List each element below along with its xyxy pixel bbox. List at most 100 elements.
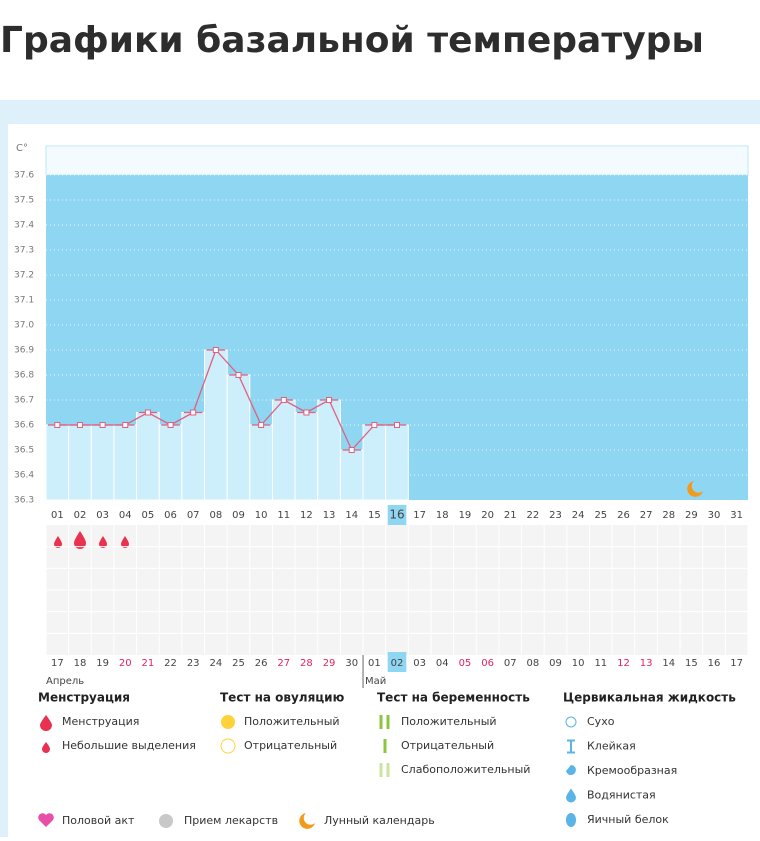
- legend-icon: [42, 742, 50, 753]
- cycle-day: 03: [96, 510, 109, 521]
- date-label: 11: [594, 658, 607, 669]
- date-label: 10: [572, 658, 585, 669]
- cycle-day: 12: [300, 510, 313, 521]
- legend-item: Водянистая: [587, 789, 656, 802]
- legend-item: Положительный: [244, 715, 340, 728]
- period-icons: [54, 531, 129, 549]
- day-bar: [339, 449, 364, 501]
- y-tick-label: 37.6: [14, 171, 34, 181]
- y-tick-label: 36.5: [14, 446, 34, 456]
- legend-icon: [566, 765, 576, 775]
- cycle-day: 29: [685, 510, 698, 521]
- date-label: 16: [708, 658, 721, 669]
- cycle-day: 13: [323, 510, 336, 521]
- legend-icon: [220, 738, 236, 754]
- cycle-day: 23: [549, 510, 562, 521]
- y-tick-label: 37.3: [14, 246, 34, 256]
- day-bar: [249, 424, 273, 501]
- legend-item: Слабоположительный: [401, 763, 530, 776]
- month-label: Май: [365, 676, 386, 687]
- temperature-point: [235, 372, 242, 378]
- date-label: 22: [164, 658, 177, 669]
- date-label: 19: [96, 658, 109, 669]
- day-bar: [136, 412, 160, 501]
- day-bar: [317, 399, 341, 501]
- temperature-point: [258, 422, 265, 428]
- day-bar: [68, 424, 92, 501]
- cycle-day: 17: [413, 510, 426, 521]
- date-label: 23: [187, 658, 200, 669]
- temperature-point: [167, 422, 174, 428]
- legend-item: Половой акт: [62, 814, 135, 827]
- date-label: 15: [685, 658, 698, 669]
- cycle-day: 06: [164, 510, 177, 521]
- temperature-point: [212, 347, 219, 353]
- date-label: 17: [730, 658, 743, 669]
- cycle-day: 01: [51, 510, 64, 521]
- legend-icon: [566, 813, 576, 827]
- date-label: 04: [436, 658, 449, 669]
- legend-item: Яичный белок: [587, 813, 669, 826]
- temperature-point: [371, 422, 378, 428]
- plot-top: [45, 145, 749, 176]
- day-bar: [385, 424, 409, 501]
- y-tick-label: 36.7: [14, 396, 34, 406]
- day-bar: [362, 424, 387, 501]
- legend-item: Отрицательный: [244, 739, 337, 752]
- temperature-point: [190, 409, 197, 416]
- legend-item: Отрицательный: [401, 739, 494, 752]
- legend-title: Тест на овуляцию: [220, 691, 345, 705]
- date-label: 18: [74, 658, 87, 669]
- legend-item: Клейкая: [587, 740, 636, 753]
- cycle-day: 28: [662, 510, 675, 521]
- date-label: 20: [119, 658, 132, 669]
- y-tick-label: 36.8: [14, 371, 34, 381]
- date-label: 14: [662, 658, 675, 669]
- legend-item: Лунный календарь: [324, 814, 435, 827]
- cycle-day: 04: [119, 510, 132, 521]
- date-label: 05: [459, 658, 472, 669]
- cycle-day: 16: [389, 508, 404, 522]
- legend-item: Кремообразная: [587, 764, 677, 777]
- date-label: 09: [549, 658, 562, 669]
- legend-title: Цервикальная жидкость: [563, 691, 736, 705]
- y-tick-label: 36.6: [14, 421, 34, 431]
- date-label: 08: [527, 658, 540, 669]
- cycle-day: 07: [187, 510, 200, 521]
- day-bar: [271, 399, 296, 501]
- month-label: Апрель: [46, 676, 84, 687]
- day-bar: [45, 424, 70, 501]
- legend-icon: [566, 788, 576, 803]
- date-label: 25: [232, 658, 245, 669]
- temperature-point: [326, 397, 333, 403]
- temperature-point: [394, 422, 400, 428]
- legend-item: Менструация: [62, 715, 139, 728]
- day-bar: [158, 424, 183, 501]
- date-label: 02: [391, 658, 404, 669]
- cycle-day: 19: [459, 510, 472, 521]
- date-label: 17: [51, 658, 64, 669]
- cycle-day: 25: [594, 510, 607, 521]
- page-title: Графики базальной температуры: [0, 20, 704, 61]
- day-bar: [90, 424, 115, 501]
- temperature-point: [54, 422, 61, 428]
- day-bar: [113, 424, 138, 501]
- y-tick-label: 36.9: [14, 346, 34, 356]
- cycle-day: 08: [209, 510, 222, 521]
- current-day: [387, 505, 407, 525]
- y-tick-label: 36.4: [14, 471, 34, 481]
- current-date: [387, 652, 407, 672]
- legend-item: Небольшие выделения: [62, 739, 196, 752]
- temperature-point: [303, 409, 310, 416]
- cycle-day: 24: [572, 510, 585, 521]
- legend-title: Менструация: [38, 691, 130, 705]
- cycle-day: 02: [74, 510, 87, 521]
- date-label: 13: [640, 658, 653, 669]
- date-label: 29: [323, 658, 336, 669]
- cycle-day: 18: [436, 510, 449, 521]
- temperature-point: [99, 422, 106, 428]
- legend-icon: [565, 716, 577, 728]
- cycle-day: 11: [277, 510, 290, 521]
- date-label: 01: [368, 658, 381, 669]
